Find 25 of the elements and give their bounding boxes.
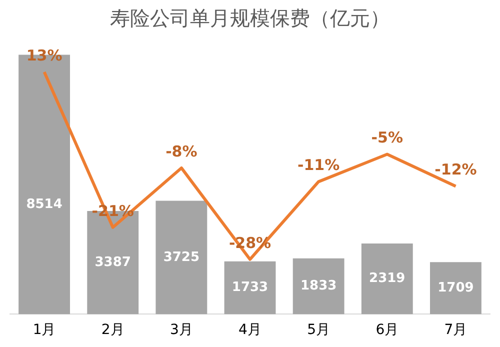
data-label: 3725 [163,250,200,265]
x-tick-label: 1月 [32,322,56,338]
x-tick-label: 4月 [238,322,262,338]
bar [361,244,413,314]
chart-title: 寿险公司单月规模保费（亿元） [109,5,391,32]
x-tick-label: 5月 [307,322,330,338]
data-label: -8% [166,142,198,160]
data-label: -11% [298,156,340,174]
data-label: -21% [92,202,134,220]
data-label: 1709 [438,280,474,296]
x-tick-label: 2月 [101,322,124,338]
bar [156,200,208,314]
bar [224,261,276,314]
data-label: 2319 [369,271,406,286]
bar [292,258,344,314]
x-tick-label: 3月 [170,322,193,338]
data-label: 3387 [94,254,131,270]
bar [430,262,482,314]
data-label: -5% [371,128,403,147]
data-label: -12% [434,160,477,179]
x-tick-label: 7月 [444,322,468,338]
data-label: 8514 [26,196,62,212]
data-label: 1733 [232,280,268,296]
x-tick-label: 6月 [376,322,399,338]
data-label: 1833 [300,278,337,294]
